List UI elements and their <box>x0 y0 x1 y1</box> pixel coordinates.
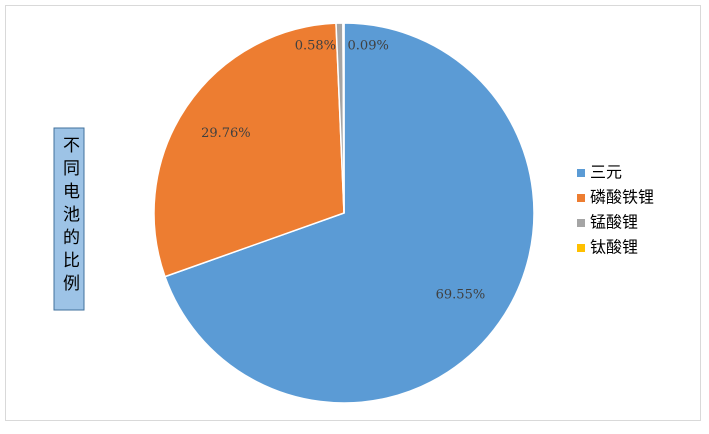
legend-label: 锰酸锂 <box>590 213 638 232</box>
legend-label: 磷酸铁锂 <box>590 188 654 207</box>
legend-swatch <box>577 194 585 202</box>
legend-label: 三元 <box>590 163 622 182</box>
pie-slice <box>153 22 345 278</box>
pie-slice <box>164 22 535 404</box>
chart-title: 不同电池的比例 <box>59 136 80 297</box>
legend-label: 钛酸锂 <box>590 238 638 257</box>
data-label: 69.55% <box>436 288 486 303</box>
data-label: 0.58% <box>295 38 336 53</box>
title-box <box>53 127 85 311</box>
pie-slice <box>342 22 345 214</box>
legend-swatch <box>577 244 585 252</box>
data-label: 0.09% <box>348 38 389 53</box>
legend-swatch <box>577 169 585 177</box>
data-label: 29.76% <box>201 126 251 141</box>
legend-swatch <box>577 219 585 227</box>
